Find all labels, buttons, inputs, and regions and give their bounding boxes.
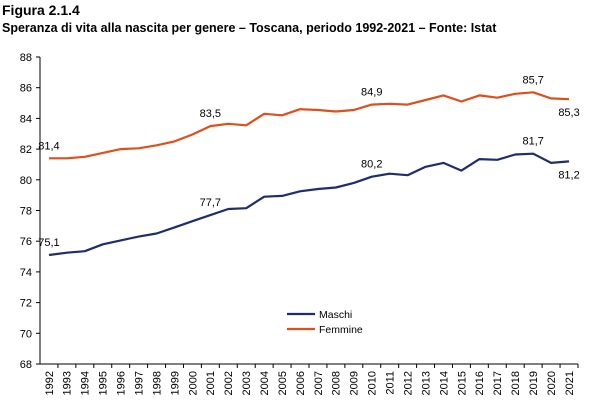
x-tick-label: 2017 [492,371,504,395]
y-tick-label: 88 [20,52,32,64]
y-tick-label: 82 [20,144,32,156]
x-tick-label: 2014 [438,371,450,395]
series-line-femmine [49,91,570,160]
data-label: 81,2 [558,169,579,181]
x-tick-label: 2011 [385,371,397,395]
x-tick-label: 1999 [169,371,181,395]
data-label: 81,7 [522,136,543,148]
y-tick-label: 86 [20,83,32,95]
x-tick-label: 2012 [402,371,414,395]
x-tick-label: 2015 [456,371,468,395]
x-tick-label: 1997 [133,371,145,395]
x-tick-label: 1994 [80,371,92,395]
x-tick-label: 1992 [44,371,56,395]
data-label: 83,5 [200,108,221,120]
data-label: 85,3 [558,107,579,119]
y-tick-label: 70 [20,328,32,340]
y-tick-label: 68 [20,359,32,371]
data-label: 84,9 [361,87,382,99]
y-tick-label: 78 [20,206,32,218]
data-label: 75,1 [38,237,59,249]
x-tick-label: 2016 [474,371,486,395]
x-tick-label: 2001 [205,371,217,395]
data-label: 80,2 [361,159,382,171]
x-tick-label: 2013 [420,371,432,395]
x-tick-label: 2008 [331,371,343,395]
x-tick-label: 2000 [187,371,199,395]
x-tick-label: 1993 [62,371,74,395]
series-line-maschi [48,152,570,257]
legend-label: Femmine [319,324,363,336]
x-tick-label: 2018 [510,371,522,395]
y-tick-label: 84 [20,113,32,125]
x-tick-label: 2004 [259,371,271,395]
legend-label: Maschi [319,309,352,321]
y-tick-label: 80 [20,175,32,187]
x-tick-label: 2021 [564,371,576,395]
figure-label: Figura 2.1.4 [2,2,80,18]
x-tick-label: 1998 [151,371,163,395]
x-tick-label: 2010 [367,371,379,395]
x-tick-label: 1995 [98,371,110,395]
x-tick-label: 1996 [116,371,128,395]
x-tick-label: 2006 [295,371,307,395]
x-tick-label: 2003 [241,371,253,395]
y-tick-label: 74 [20,267,32,279]
x-tick-label: 2007 [313,371,325,395]
figure-title: Speranza di vita alla nascita per genere… [2,21,497,35]
x-tick-label: 2019 [528,371,540,395]
x-tick-label: 2020 [546,371,558,395]
data-label: 85,7 [522,74,543,86]
data-label: 81,4 [38,140,59,152]
y-tick-label: 72 [20,298,32,310]
y-tick-label: 76 [20,236,32,248]
x-tick-label: 2005 [277,371,289,395]
x-tick-label: 2002 [223,371,235,395]
data-label: 77,7 [200,197,221,209]
x-tick-label: 2009 [349,371,361,395]
